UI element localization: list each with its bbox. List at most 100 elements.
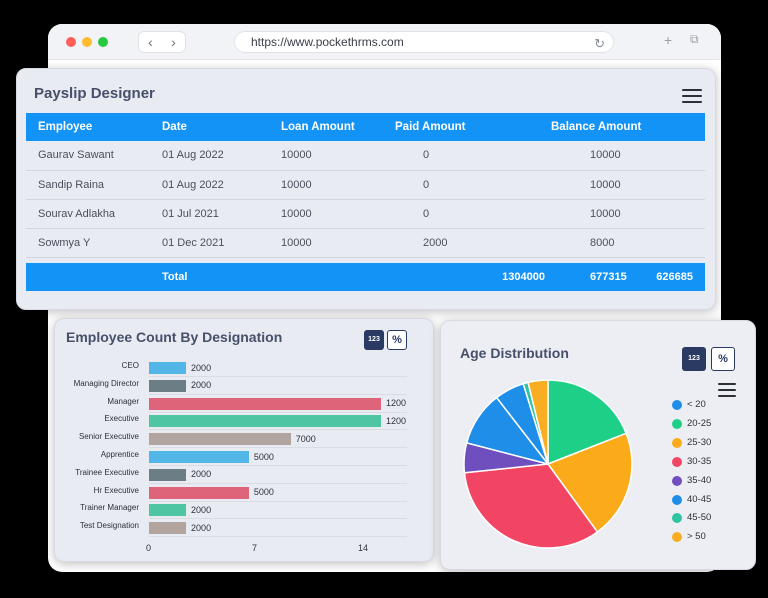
- x-axis-tick: 0: [146, 543, 152, 553]
- total-row: Total 1304000 677315 626685: [26, 263, 705, 291]
- payslip-designer-card: Payslip Designer Employee Date Loan Amou…: [16, 68, 716, 310]
- x-axis-tick: 7: [252, 543, 258, 553]
- employee-count-title: Employee Count By Designation: [66, 329, 283, 345]
- bar-category-label: Trainee Executive: [75, 467, 139, 477]
- legend-marker: [672, 456, 682, 467]
- pie-slice[interactable]: [463, 463, 599, 549]
- x-axis-tick: 14: [358, 543, 369, 553]
- legend-marker: [672, 418, 682, 429]
- table-cell: 0: [395, 141, 545, 171]
- show-percent-toggle[interactable]: %: [711, 347, 735, 371]
- table-cell: 0: [395, 199, 545, 229]
- show-count-toggle[interactable]: 123: [364, 330, 384, 350]
- gridline: [149, 447, 407, 449]
- table-cell: 10000: [545, 199, 705, 229]
- browser-toolbar: ‹ › https://www.pockethrms.com ↻ + ⧉: [48, 24, 721, 60]
- show-percent-toggle[interactable]: %: [387, 330, 407, 350]
- age-pie-chart: [463, 379, 633, 549]
- back-icon[interactable]: ‹: [148, 34, 153, 50]
- legend-label: > 50: [687, 531, 706, 543]
- legend-label: < 20: [687, 399, 706, 410]
- bar[interactable]: [149, 451, 249, 463]
- gridline: [149, 518, 407, 520]
- table-row[interactable]: Gaurav Sawant 01 Aug 2022 10000 0 10000: [26, 141, 705, 171]
- bar-category-label: Managing Director: [73, 378, 139, 388]
- address-bar[interactable]: https://www.pockethrms.com ↻: [234, 31, 614, 53]
- table-cell: 10000: [281, 199, 395, 229]
- gridline: [149, 536, 407, 538]
- bar[interactable]: [149, 433, 291, 446]
- table-cell: 01 Jul 2021: [162, 199, 281, 229]
- table-cell: 0: [395, 170, 545, 200]
- legend-marker: [672, 475, 682, 486]
- reload-icon[interactable]: ↻: [594, 36, 605, 51]
- legend-marker: [672, 400, 682, 410]
- show-count-toggle[interactable]: 123: [682, 347, 706, 371]
- legend-marker: [672, 437, 682, 448]
- bar-category-label: Test Designation: [79, 521, 139, 531]
- bar-value-label: 2000: [191, 504, 212, 515]
- table-row[interactable]: Sandip Raina 01 Aug 2022 10000 0 10000: [26, 170, 705, 200]
- menu-icon[interactable]: [718, 383, 736, 397]
- bar[interactable]: [149, 397, 381, 410]
- bar-value-label: 2000: [191, 469, 212, 480]
- bar-category-label: CEO: [121, 361, 139, 370]
- bar-category-label: Manager: [107, 396, 139, 406]
- legend-label: 20-25: [687, 417, 712, 429]
- menu-icon[interactable]: [682, 89, 702, 103]
- bar[interactable]: [149, 486, 249, 499]
- maximize-window-button[interactable]: [98, 37, 108, 47]
- legend-label: 25-30: [687, 436, 712, 448]
- table-cell: Sourav Adlakha: [26, 199, 162, 229]
- bar[interactable]: [149, 362, 187, 374]
- forward-icon[interactable]: ›: [171, 34, 176, 50]
- column-header-paid-amount[interactable]: Paid Amount: [395, 113, 545, 141]
- table-cell: 2000: [395, 228, 545, 258]
- payslip-table: Employee Date Loan Amount Paid Amount Ba…: [26, 113, 705, 291]
- table-cell: 8000: [545, 228, 705, 258]
- bar[interactable]: [149, 468, 187, 481]
- pie-slice[interactable]: [527, 379, 549, 465]
- table-cell: Gaurav Sawant: [26, 141, 162, 171]
- legend-marker: [672, 513, 682, 524]
- new-tab-icon[interactable]: +: [664, 32, 673, 48]
- pie-slice[interactable]: [547, 379, 628, 466]
- bar-value-label: 2000: [191, 522, 212, 533]
- table-row[interactable]: Sowmya Y 01 Dec 2021 10000 2000 8000: [26, 228, 705, 258]
- bar[interactable]: [149, 522, 187, 535]
- bar[interactable]: [149, 379, 187, 392]
- bar-value-label: 2000: [191, 380, 212, 391]
- bar[interactable]: [149, 504, 187, 517]
- table-cell: 10000: [545, 170, 705, 200]
- table-cell: Sandip Raina: [26, 170, 162, 200]
- table-cell: 10000: [281, 141, 395, 171]
- tabs-overview-icon[interactable]: ⧉: [690, 32, 699, 46]
- bar-value-label: 2000: [191, 362, 212, 373]
- total-paid-balance: 677315 626685: [545, 263, 705, 291]
- table-cell: 01 Aug 2022: [162, 141, 281, 171]
- close-window-button[interactable]: [66, 37, 76, 47]
- total-balance: 626685: [656, 271, 693, 283]
- pie-slice[interactable]: [546, 432, 633, 534]
- minimize-window-button[interactable]: [82, 37, 92, 47]
- bar-category-label: Trainer Manager: [80, 503, 139, 513]
- table-cell: 10000: [281, 228, 395, 258]
- bar[interactable]: [149, 415, 381, 428]
- bar-value-label: 5000: [253, 451, 274, 462]
- gridline: [149, 429, 407, 431]
- age-distribution-card: Age Distribution 123 % < 20 20-25 25-30 30-…: [440, 320, 756, 570]
- column-header-loan-amount[interactable]: Loan Amount: [281, 113, 395, 141]
- column-header-balance-amount[interactable]: Balance Amount: [545, 113, 705, 141]
- nav-buttons: ‹ ›: [138, 31, 186, 53]
- column-header-date[interactable]: Date: [162, 113, 281, 141]
- gridline: [149, 465, 407, 466]
- payslip-title: Payslip Designer: [34, 85, 155, 102]
- gridline: [149, 411, 407, 413]
- table-row[interactable]: Sourav Adlakha 01 Jul 2021 10000 0 10000: [26, 199, 705, 229]
- table-cell: 10000: [281, 170, 395, 200]
- total-loan: 1304000: [395, 263, 545, 291]
- gridline: [149, 376, 407, 377]
- legend-label: 35-40: [687, 474, 712, 486]
- bar-value-label: 1200: [386, 398, 407, 409]
- column-header-employee[interactable]: Employee: [26, 113, 162, 141]
